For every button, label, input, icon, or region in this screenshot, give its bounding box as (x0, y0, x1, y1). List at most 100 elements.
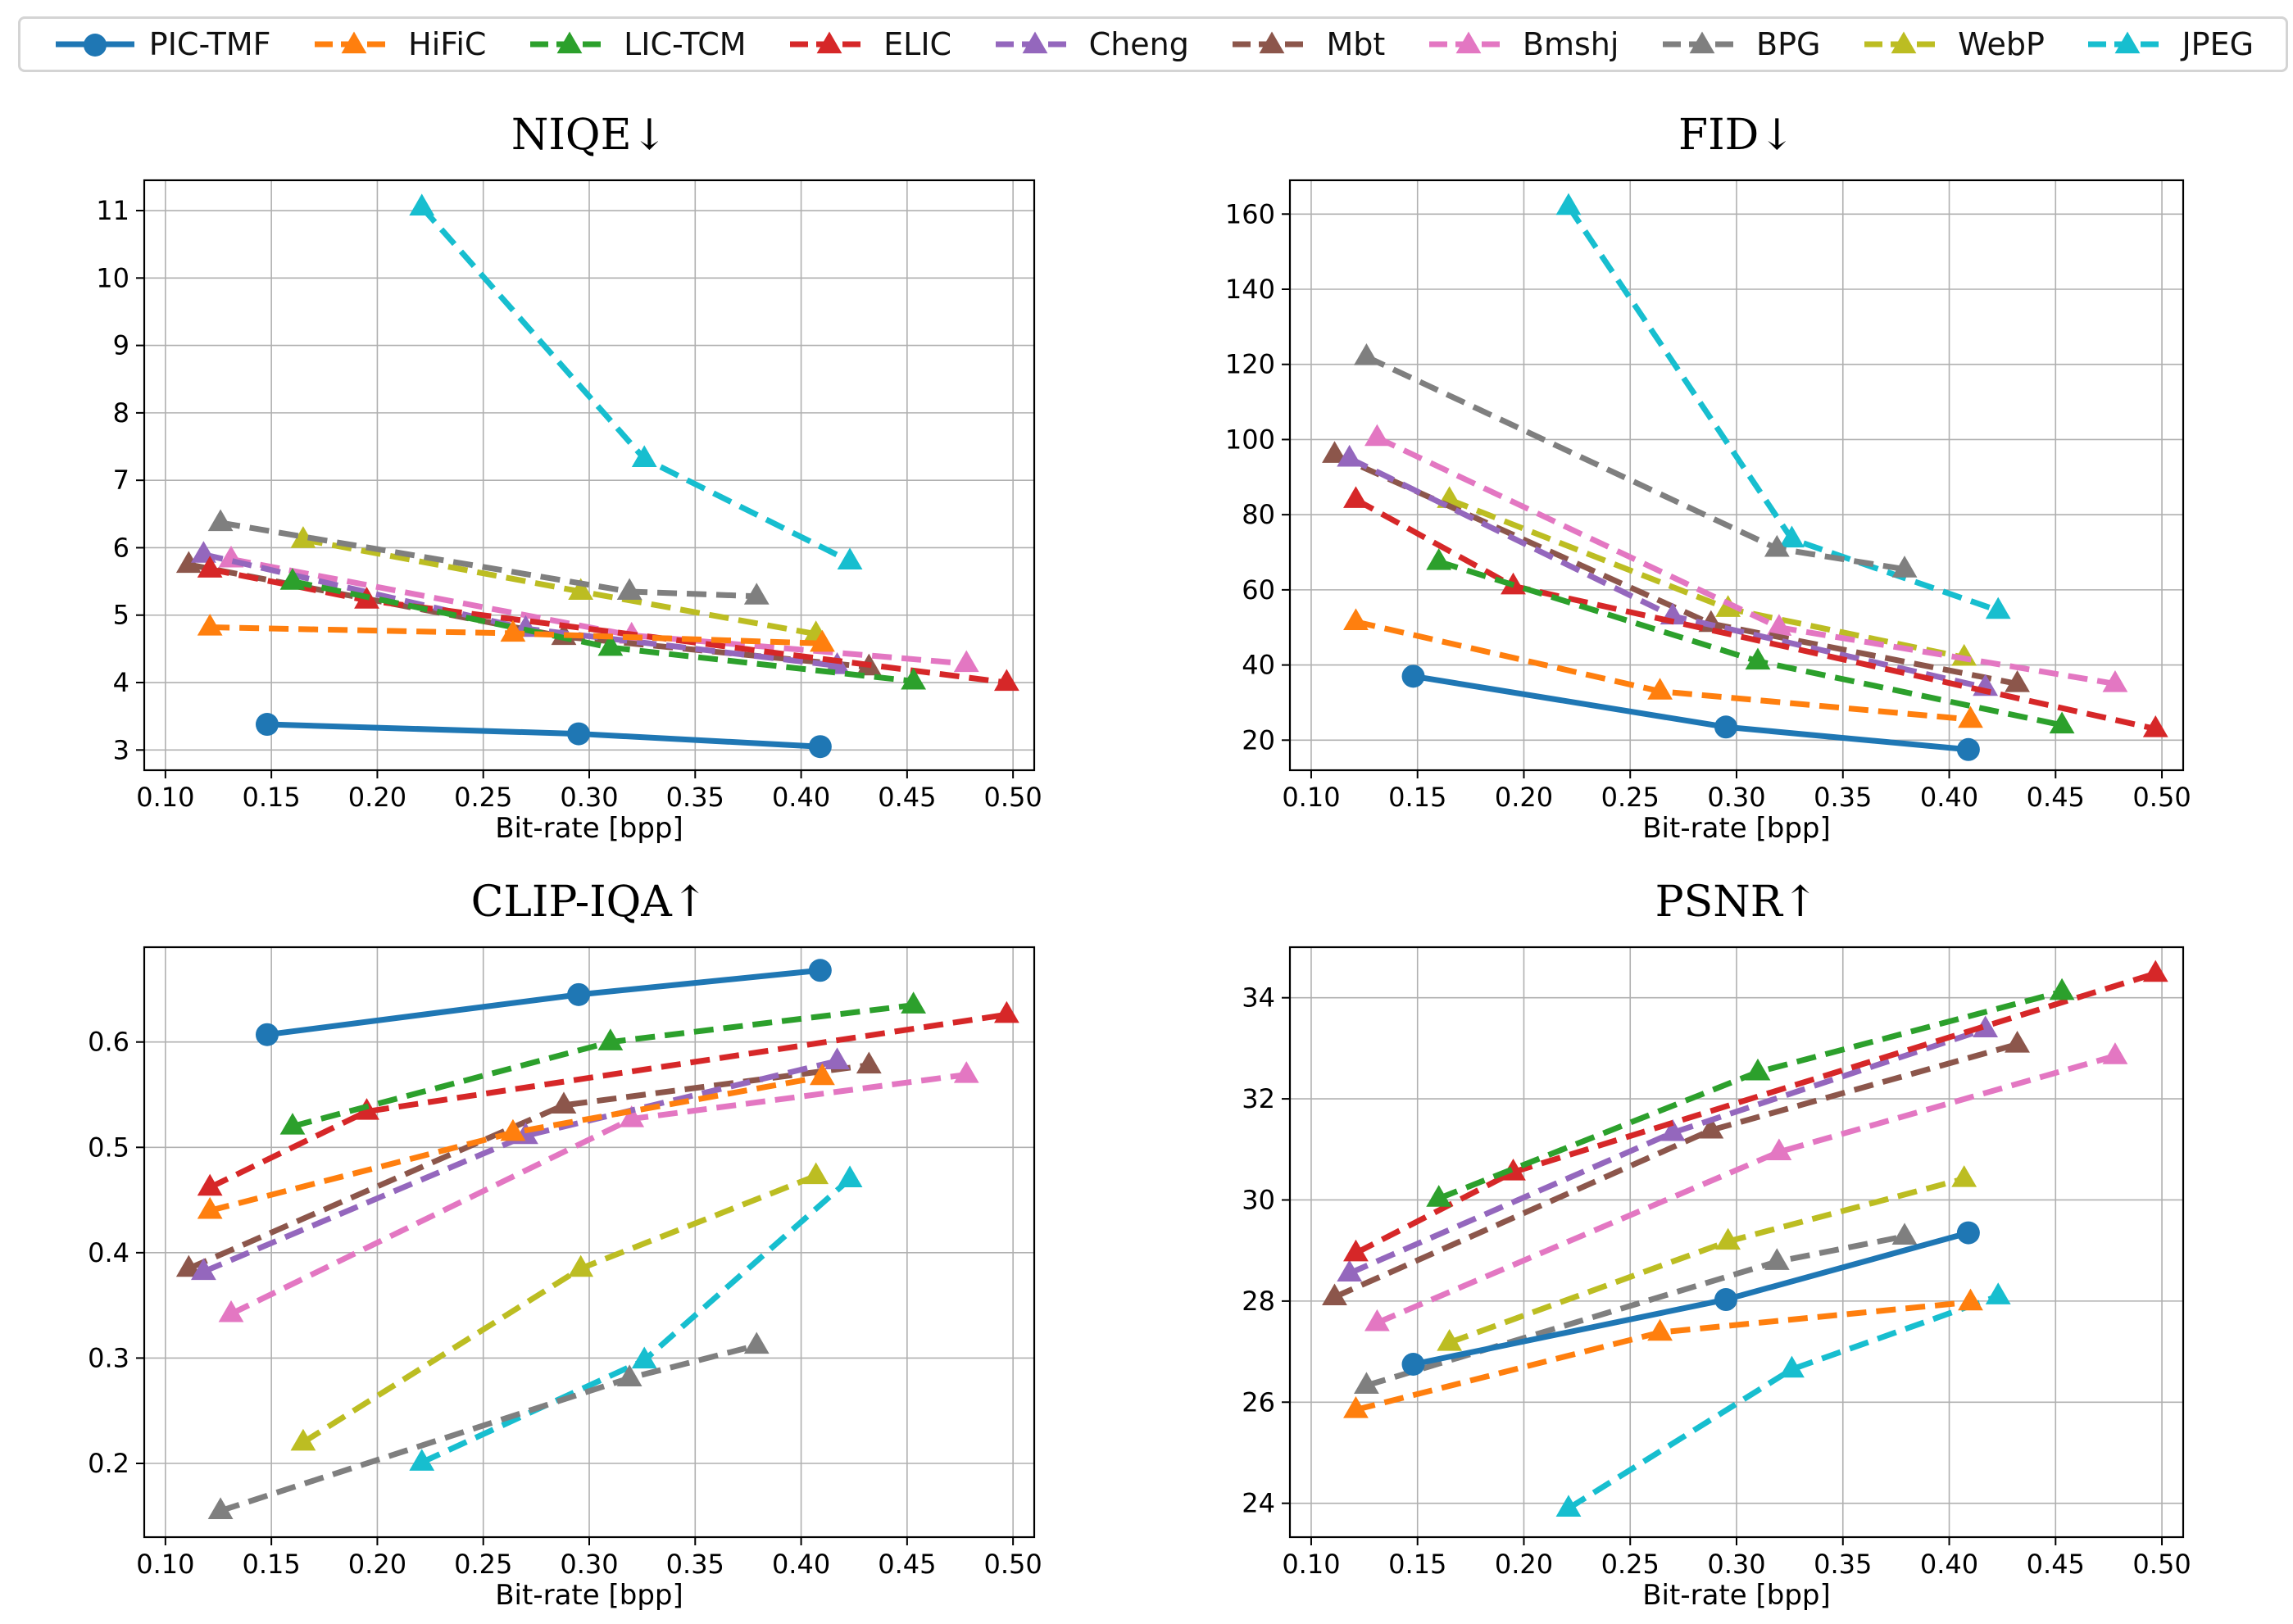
data-point-jpeg (631, 1346, 657, 1369)
y-tick-label: 20 (1242, 724, 1275, 755)
series-line-hific (1355, 619, 1971, 723)
legend-item-hific: HiFiC (311, 26, 486, 62)
series-line-bmshj (1375, 434, 2116, 687)
data-point-elic (2142, 715, 2168, 737)
legend-marker (1260, 31, 1285, 54)
data-point-bmshj (1766, 1138, 1792, 1160)
data-point-jpeg (1985, 1282, 2011, 1304)
legend-swatch (55, 34, 134, 57)
y-tick-label: 3 (113, 734, 129, 765)
series-line-pic-tmf (1412, 1230, 1969, 1368)
y-tick-label: 28 (1242, 1286, 1275, 1317)
legend-swatch (315, 31, 394, 54)
data-point-lic-tcm (597, 1028, 624, 1050)
x-tick-label: 0.50 (984, 1549, 1042, 1580)
legend-label: JPEG (2182, 26, 2254, 62)
x-tick-label: 0.45 (878, 1549, 936, 1580)
y-tick-label: 24 (1242, 1488, 1275, 1519)
x-tick-label: 0.40 (1920, 782, 1978, 813)
x-tick-label: 0.45 (2027, 782, 2085, 813)
data-point-pic-tmf (567, 722, 591, 746)
data-point-cheng (1337, 444, 1363, 467)
data-point-mbt (2005, 1030, 2030, 1053)
data-point-bmshj (1766, 614, 1792, 636)
legend-marker (2115, 31, 2141, 54)
chart-fid: 0.10 0.15 0.20 0.25 0.30 0.35 0.40 0.45 0.50 20 40… (1225, 111, 2191, 845)
legend-marker (1689, 31, 1715, 54)
chart-clip-iqa: 0.10 0.15 0.20 0.25 0.30 0.35 0.40 0.45 0.50 0.2 0… (88, 878, 1042, 1612)
legend-item-mbt: Mbt (1229, 26, 1385, 62)
y-tick-label: 100 (1225, 424, 1275, 455)
y-tick-label: 80 (1242, 499, 1275, 530)
legend-marker (1455, 31, 1482, 54)
y-tick-label: 4 (113, 667, 129, 698)
legend-label: HiFiC (408, 26, 487, 62)
y-tick-label: 11 (96, 195, 129, 226)
x-tick-label: 0.40 (772, 782, 830, 813)
legend-marker (1891, 31, 1917, 54)
data-point-hific (500, 1118, 526, 1141)
legend-item-bpg: BPG (1660, 26, 1820, 62)
y-tick-label: 60 (1242, 574, 1275, 606)
data-point-jpeg (1985, 597, 2011, 619)
data-point-elic (1343, 1239, 1369, 1262)
y-tick-label: 0.4 (88, 1237, 129, 1268)
legend: PIC-TMF HiFiC LIC-TCM ELIC Cheng Mbt Bmshj BPG W… (18, 16, 2288, 72)
series-line-mbt (187, 1062, 870, 1272)
legend-item-jpeg: JPEG (2085, 26, 2254, 62)
legend-item-webp: WebP (1861, 26, 2045, 62)
x-tick-label: 0.15 (243, 782, 301, 813)
data-point-webp (1437, 1328, 1463, 1351)
data-point-jpeg (631, 445, 657, 467)
data-point-hific (1343, 608, 1369, 630)
y-tick-label: 0.5 (88, 1132, 129, 1163)
data-point-cheng (824, 1047, 850, 1069)
data-point-pic-tmf (255, 1023, 279, 1046)
y-tick-label: 0.2 (88, 1448, 129, 1479)
x-tick-label: 0.30 (560, 1549, 618, 1580)
legend-swatch (1663, 31, 1742, 54)
y-tick-label: 8 (113, 397, 129, 429)
series-line-cheng (1348, 1026, 1987, 1277)
data-point-elic (993, 669, 1019, 692)
x-tick-label: 0.20 (348, 1549, 406, 1580)
x-tick-label: 0.35 (1814, 1549, 1872, 1580)
data-point-hific (197, 614, 223, 636)
legend-swatch (1428, 31, 1508, 54)
data-point-webp (1715, 1227, 1741, 1250)
chart-title: CLIP-IQA↑ (471, 878, 708, 927)
data-point-hific (500, 619, 526, 642)
legend-swatch (790, 31, 870, 54)
y-tick-label: 160 (1225, 198, 1275, 229)
data-point-webp (803, 1162, 829, 1185)
legend-swatch (995, 31, 1074, 54)
data-point-bmshj (218, 1300, 244, 1322)
data-point-bpg (1354, 343, 1379, 365)
data-point-lic-tcm (2049, 711, 2075, 734)
series-line-pic-tmf (266, 721, 821, 750)
data-point-hific (1647, 678, 1673, 700)
data-point-mbt (856, 1051, 882, 1074)
x-tick-label: 0.45 (878, 782, 936, 813)
data-point-elic (1501, 1159, 1526, 1181)
data-point-pic-tmf (1956, 737, 1980, 761)
data-point-bpg (1764, 1248, 1790, 1270)
data-point-mbt (1322, 1283, 1347, 1306)
x-tick-label: 0.10 (1282, 782, 1340, 813)
series-line-bpg (220, 1342, 758, 1514)
data-point-elic (2142, 959, 2168, 982)
legend-label: BPG (1756, 26, 1821, 62)
plot-area (175, 959, 1019, 1519)
y-tick-label: 0.3 (88, 1342, 129, 1373)
y-tick-label: 10 (96, 262, 129, 293)
legend-marker (1022, 31, 1048, 54)
data-point-hific (1958, 1288, 1983, 1311)
series-line-jpeg (420, 1177, 852, 1465)
axes-frame (143, 179, 1036, 772)
data-point-lic-tcm (1426, 547, 1452, 570)
x-tick-label: 0.35 (666, 782, 724, 813)
legend-item-elic: ELIC (787, 26, 951, 62)
data-point-bmshj (953, 650, 979, 673)
data-point-hific (1647, 1318, 1673, 1341)
data-point-webp (568, 1254, 594, 1277)
